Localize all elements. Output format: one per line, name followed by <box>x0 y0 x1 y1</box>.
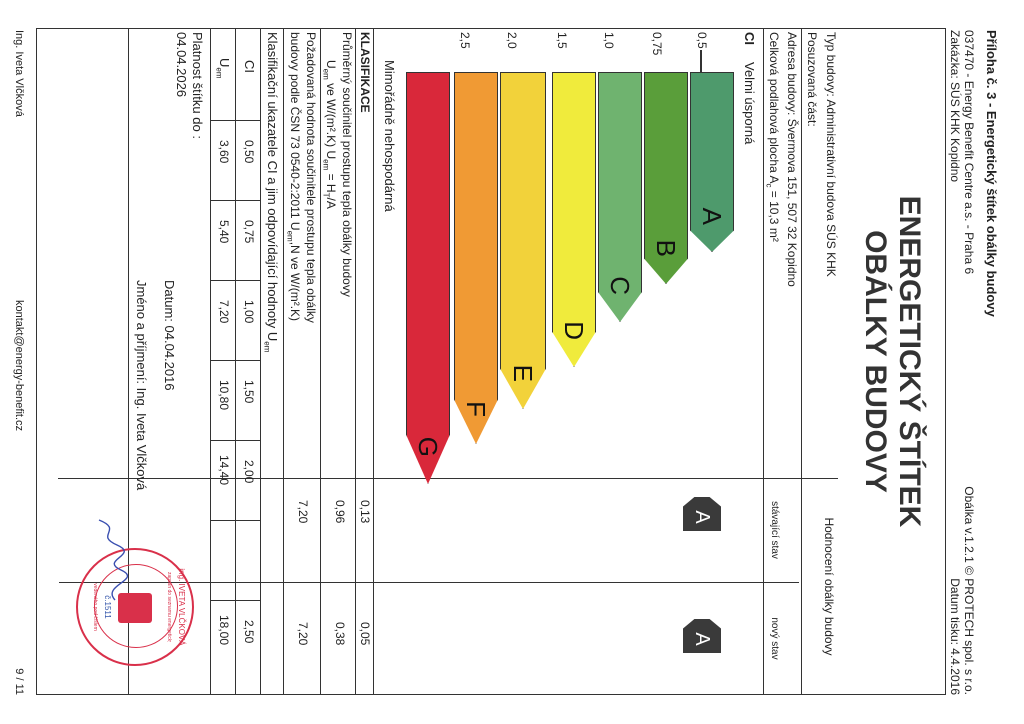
uem-value-3: 10,80 <box>217 380 231 411</box>
avg-transmittance-label: Průměrný součinitel prostupu tepla obálk… <box>340 32 354 297</box>
footer-email: kontakt@energy-benefit.cz <box>13 300 25 432</box>
bottom-scale-label: Mimořádně nehospodárná <box>382 60 397 212</box>
specialist-name: Jméno a příjmení: Ing. Iveta Vlčková <box>134 280 149 491</box>
class-arrow-b: B <box>644 72 688 284</box>
new-state-header: nový stav <box>769 617 780 660</box>
label-title-2: OBÁLKY BUDOVY <box>859 230 892 493</box>
tick-5: 2,5 <box>458 32 472 49</box>
ci-value-0: 0,50 <box>242 140 256 164</box>
floor-area: Celková podlahová plocha Ac = 10,3 m² <box>764 32 781 242</box>
rating-header: Hodnocení obálky budovy <box>822 517 836 656</box>
required-new-value: 7,20 <box>296 622 310 646</box>
stamp-name: ing. IVETA VLČKOVÁ <box>177 568 186 646</box>
validity-date: 04.04.2026 <box>174 32 189 98</box>
stamp-text-1: zapsán do seznamu energetických speciali… <box>166 572 172 642</box>
uem-value-1: 5,40 <box>217 220 231 244</box>
footer-author: Ing. Iveta Vlčková <box>13 30 25 117</box>
building-type: Typ budovy: Administrativní budova SÚS K… <box>824 32 838 277</box>
software-line: Obálka v.1.2.1 © PROTECH spol. s r.o. <box>962 486 976 695</box>
uem-existing-value: 0,96 <box>333 500 347 524</box>
ci-value-5: 2,50 <box>242 620 256 644</box>
signature <box>98 519 129 601</box>
ci-existing-value: 0,13 <box>358 500 372 524</box>
tick-4: 2,0 <box>505 32 519 49</box>
ci-new-value: 0,05 <box>358 622 372 646</box>
tick-3: 1,5 <box>555 32 569 49</box>
class-arrow-d: D <box>552 72 596 367</box>
class-arrow-c: C <box>598 72 642 322</box>
ci-value-1: 0,75 <box>242 220 256 244</box>
uem-value-4: 14,40 <box>217 455 231 486</box>
classification-heading: KLASIFIKACE <box>358 32 372 113</box>
required-existing-value: 7,20 <box>296 500 310 524</box>
validity-label: Platnost štítku do : <box>190 32 205 139</box>
existing-state-header: stávající stav <box>769 501 780 559</box>
class-arrow-f: F <box>454 72 498 444</box>
print-date: Datum tisku: 4.4.2016 <box>948 578 962 695</box>
avg-transmittance-units: Uem ve W/(m².K) Uem = HT/A <box>321 60 338 209</box>
footer-page: 9 / 11 <box>13 668 25 695</box>
table-uem-label: Uem <box>214 58 232 79</box>
class-arrow-e: E <box>500 72 546 409</box>
uem-value-5: 18,00 <box>217 615 231 646</box>
tick-1: 0,75 <box>650 32 664 56</box>
uem-value-0: 3,60 <box>217 140 231 164</box>
class-arrow-a: A <box>690 72 734 252</box>
top-scale-label: Velmi úsporná <box>742 62 757 145</box>
company-line: 037470 - Energy Benefit Centre a.s. - Pr… <box>962 30 976 275</box>
ci-label: CI <box>742 32 757 45</box>
required-value-label-1: Požadovaná hodnota součinitele prostupu … <box>304 32 318 323</box>
tick-0: 0,5 <box>695 32 709 49</box>
tick-2: 1,0 <box>602 32 616 49</box>
ci-value-2: 1,00 <box>242 300 256 324</box>
existing-class-badge: A <box>683 497 721 531</box>
order-line: Zakázka: SÚS KHK Kopidno <box>948 30 962 183</box>
issue-date: Datum: 04.04.2016 <box>162 280 177 391</box>
required-value-label-2: budovy podle ČSN 73 0540-2:2011 Uem,N ve… <box>285 32 302 322</box>
table-heading: Klasifikační ukazatele CI a jim odpovída… <box>262 32 280 353</box>
table-ci-label: CI <box>242 60 257 73</box>
uem-value-2: 7,20 <box>217 300 231 324</box>
assessed-part: Posuzovaná část: <box>805 32 819 127</box>
new-class-badge: A <box>683 619 721 653</box>
class-arrow-g: G <box>406 72 450 484</box>
annex-title: Příloha č. 3 - Energetický štítek obálky… <box>984 30 999 317</box>
building-address: Adresa budovy: Švermova 151, 507 32 Kopi… <box>785 32 799 287</box>
label-title-1: ENERGETICKÝ ŠTÍTEK <box>893 195 926 528</box>
ci-value-4: 2,00 <box>242 460 256 484</box>
uem-new-value: 0,38 <box>333 622 347 646</box>
ci-value-3: 1,50 <box>242 380 256 404</box>
